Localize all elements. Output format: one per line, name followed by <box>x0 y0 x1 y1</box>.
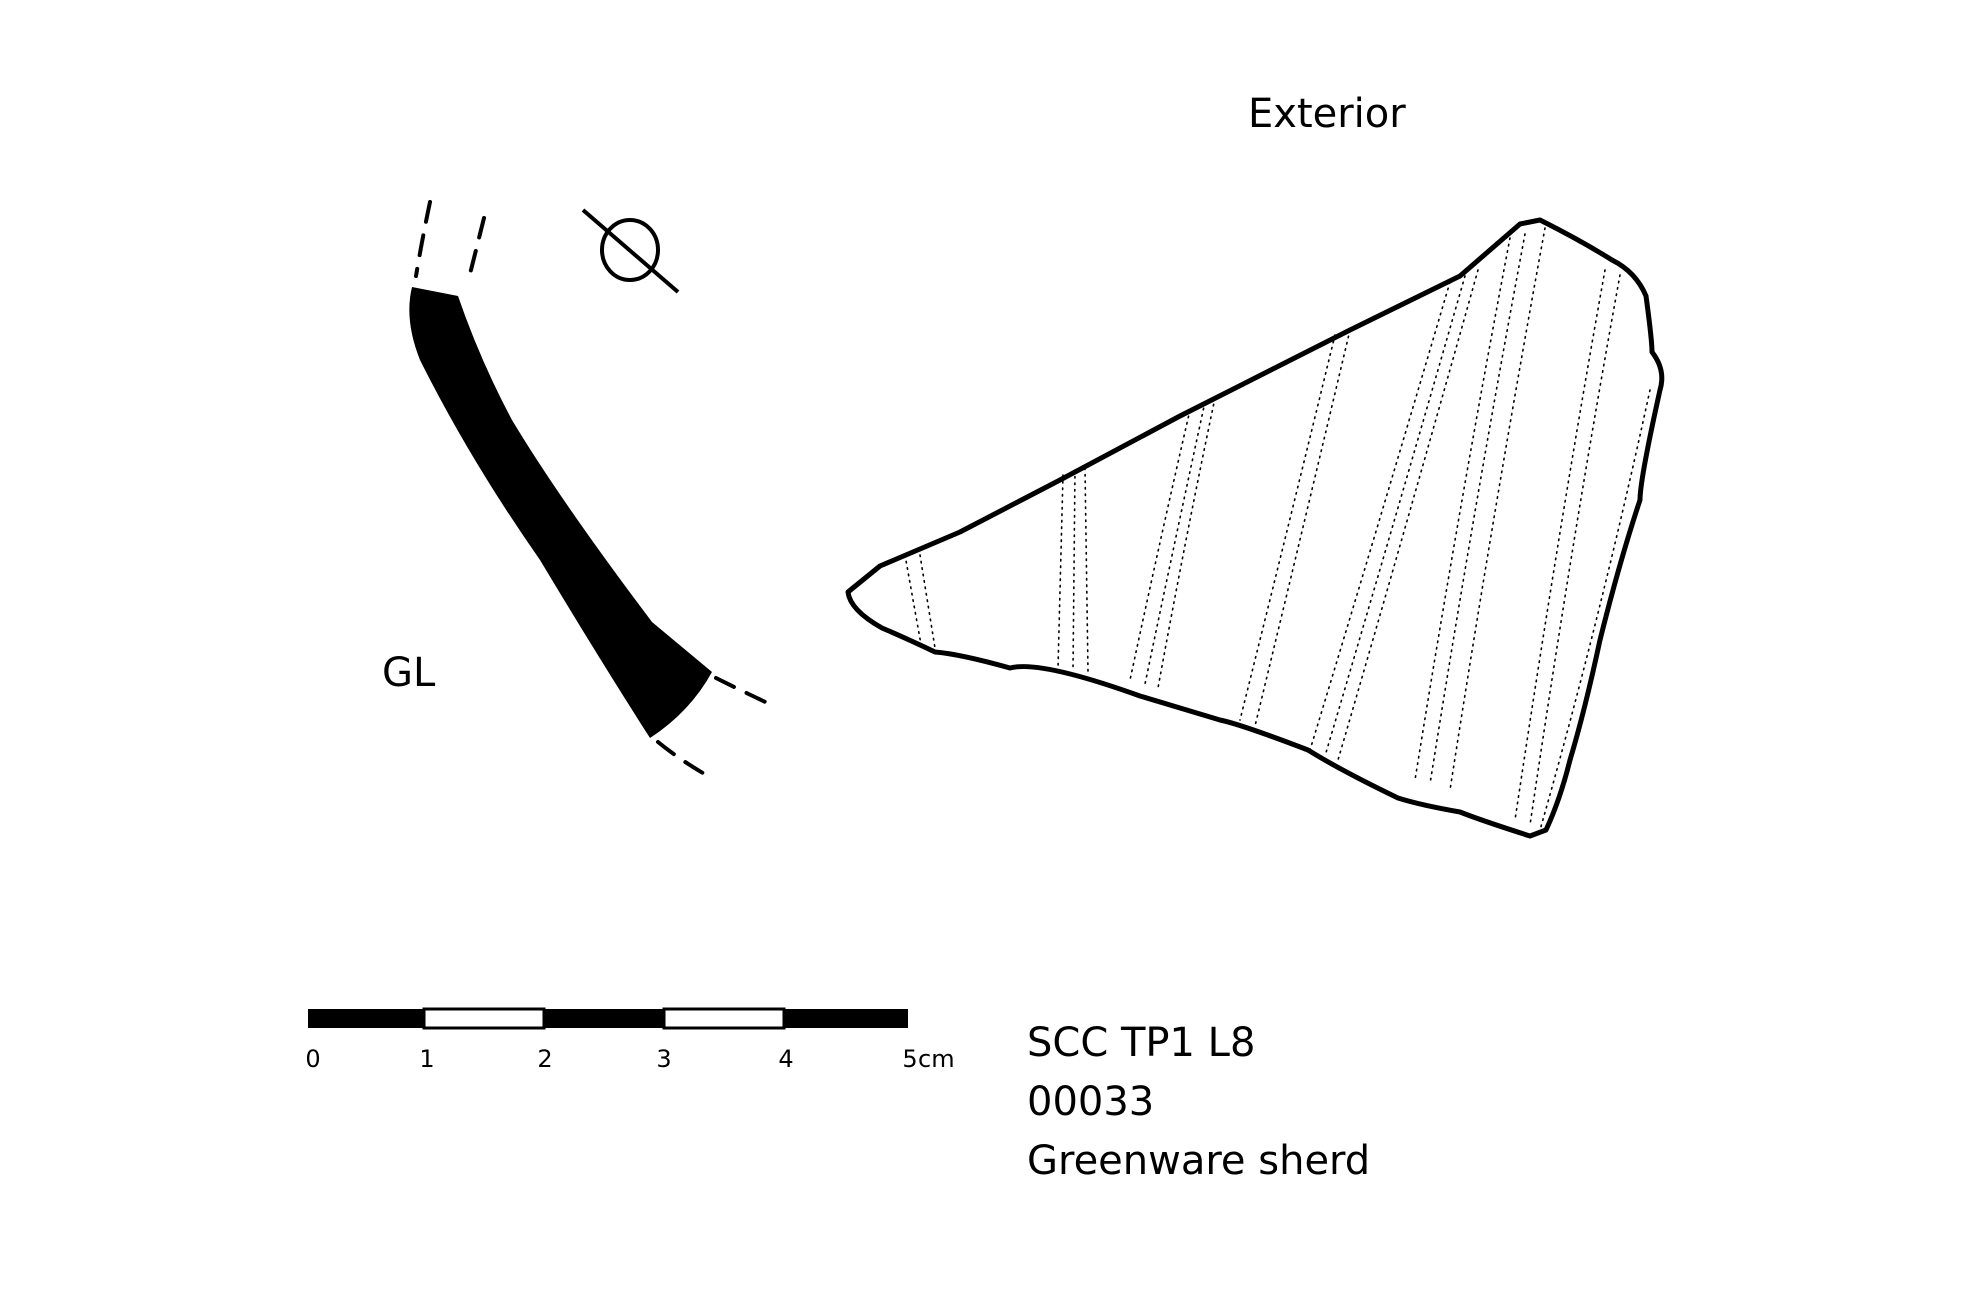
scale-segment-1-2 <box>422 1007 546 1030</box>
stipple-bands <box>904 227 1651 831</box>
scale-segment-4-5 <box>784 1009 908 1028</box>
catalogue-context: SCC TP1 L8 <box>1027 1020 1256 1066</box>
scale-tick-3: 3 <box>656 1045 672 1073</box>
scale-tick-1: 1 <box>419 1045 435 1073</box>
scale-tick-0: 0 <box>305 1045 321 1073</box>
scale-bar <box>308 1007 908 1030</box>
catalogue-description: Greenware sherd <box>1027 1138 1371 1184</box>
catalogue-number: 00033 <box>1027 1079 1155 1125</box>
break-line-top-inner <box>466 216 486 284</box>
scale-segment-3-4 <box>662 1007 786 1030</box>
scale-segment-0-1 <box>308 1009 424 1028</box>
scale-segment-2-3 <box>544 1009 664 1028</box>
break-line-top-outer <box>414 200 432 278</box>
diameter-icon <box>581 208 680 294</box>
scale-tick-5: 5 <box>902 1045 918 1073</box>
scale-tick-4: 4 <box>778 1045 794 1073</box>
exterior-view-label: Exterior <box>1248 91 1406 137</box>
profile-view-label: GL <box>382 650 436 696</box>
profile-section <box>409 200 776 778</box>
profile-fill <box>409 287 712 738</box>
break-line-bottom-outer <box>714 676 776 708</box>
catalogue-label: SCC TP1 L8 00033 Greenware sherd <box>1027 1014 1370 1191</box>
sherd-outline <box>845 217 1665 839</box>
scale-unit: cm <box>918 1045 955 1073</box>
scale-tick-2: 2 <box>537 1045 553 1073</box>
profile-break-lines <box>414 200 776 778</box>
exterior-view <box>845 217 1665 839</box>
break-line-bottom-inner <box>656 740 710 778</box>
